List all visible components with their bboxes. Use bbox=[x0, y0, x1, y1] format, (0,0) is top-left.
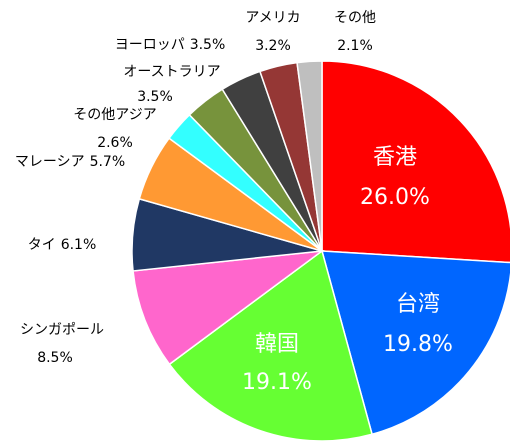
slice-label: 韓国 bbox=[255, 332, 299, 357]
slice-value: 6.1% bbox=[61, 237, 97, 253]
pie-slice bbox=[321, 250, 510, 436]
slice-value: 26.0% bbox=[360, 185, 430, 210]
slice-label: オーストラリア bbox=[123, 64, 220, 80]
slice-value: 3.5% bbox=[137, 89, 173, 105]
slice-label: シンガポール bbox=[20, 322, 104, 338]
pie-slice bbox=[168, 249, 374, 442]
slice-label: 香港 bbox=[373, 145, 417, 170]
slice-label: ヨーロッパ 3.5% bbox=[115, 37, 226, 53]
slice-value: 3.2% bbox=[255, 38, 291, 54]
slice-label: タイ 6.1% bbox=[28, 237, 97, 253]
pie-slice bbox=[296, 60, 323, 252]
slice-label: マレーシア 5.7% bbox=[15, 154, 125, 170]
slice-value: 8.5% bbox=[37, 350, 73, 366]
slice-value: 2.1% bbox=[337, 38, 373, 54]
pie-slice bbox=[321, 60, 510, 264]
slice-label: その他 bbox=[334, 10, 376, 26]
slice-name: マレーシア bbox=[15, 154, 85, 170]
slice-value: 5.7% bbox=[90, 154, 126, 170]
slice-value: 19.8% bbox=[383, 332, 453, 357]
slice-name: ヨーロッパ bbox=[115, 37, 185, 53]
slice-label: その他アジア bbox=[73, 107, 156, 123]
slice-label: 台湾 bbox=[396, 292, 440, 317]
slice-label: アメリカ bbox=[245, 10, 300, 26]
pie-slice bbox=[132, 249, 325, 366]
slice-name: タイ bbox=[28, 237, 56, 253]
slice-value: 3.5% bbox=[190, 37, 226, 53]
slice-value: 19.1% bbox=[242, 370, 312, 395]
slice-value: 2.6% bbox=[97, 135, 133, 151]
